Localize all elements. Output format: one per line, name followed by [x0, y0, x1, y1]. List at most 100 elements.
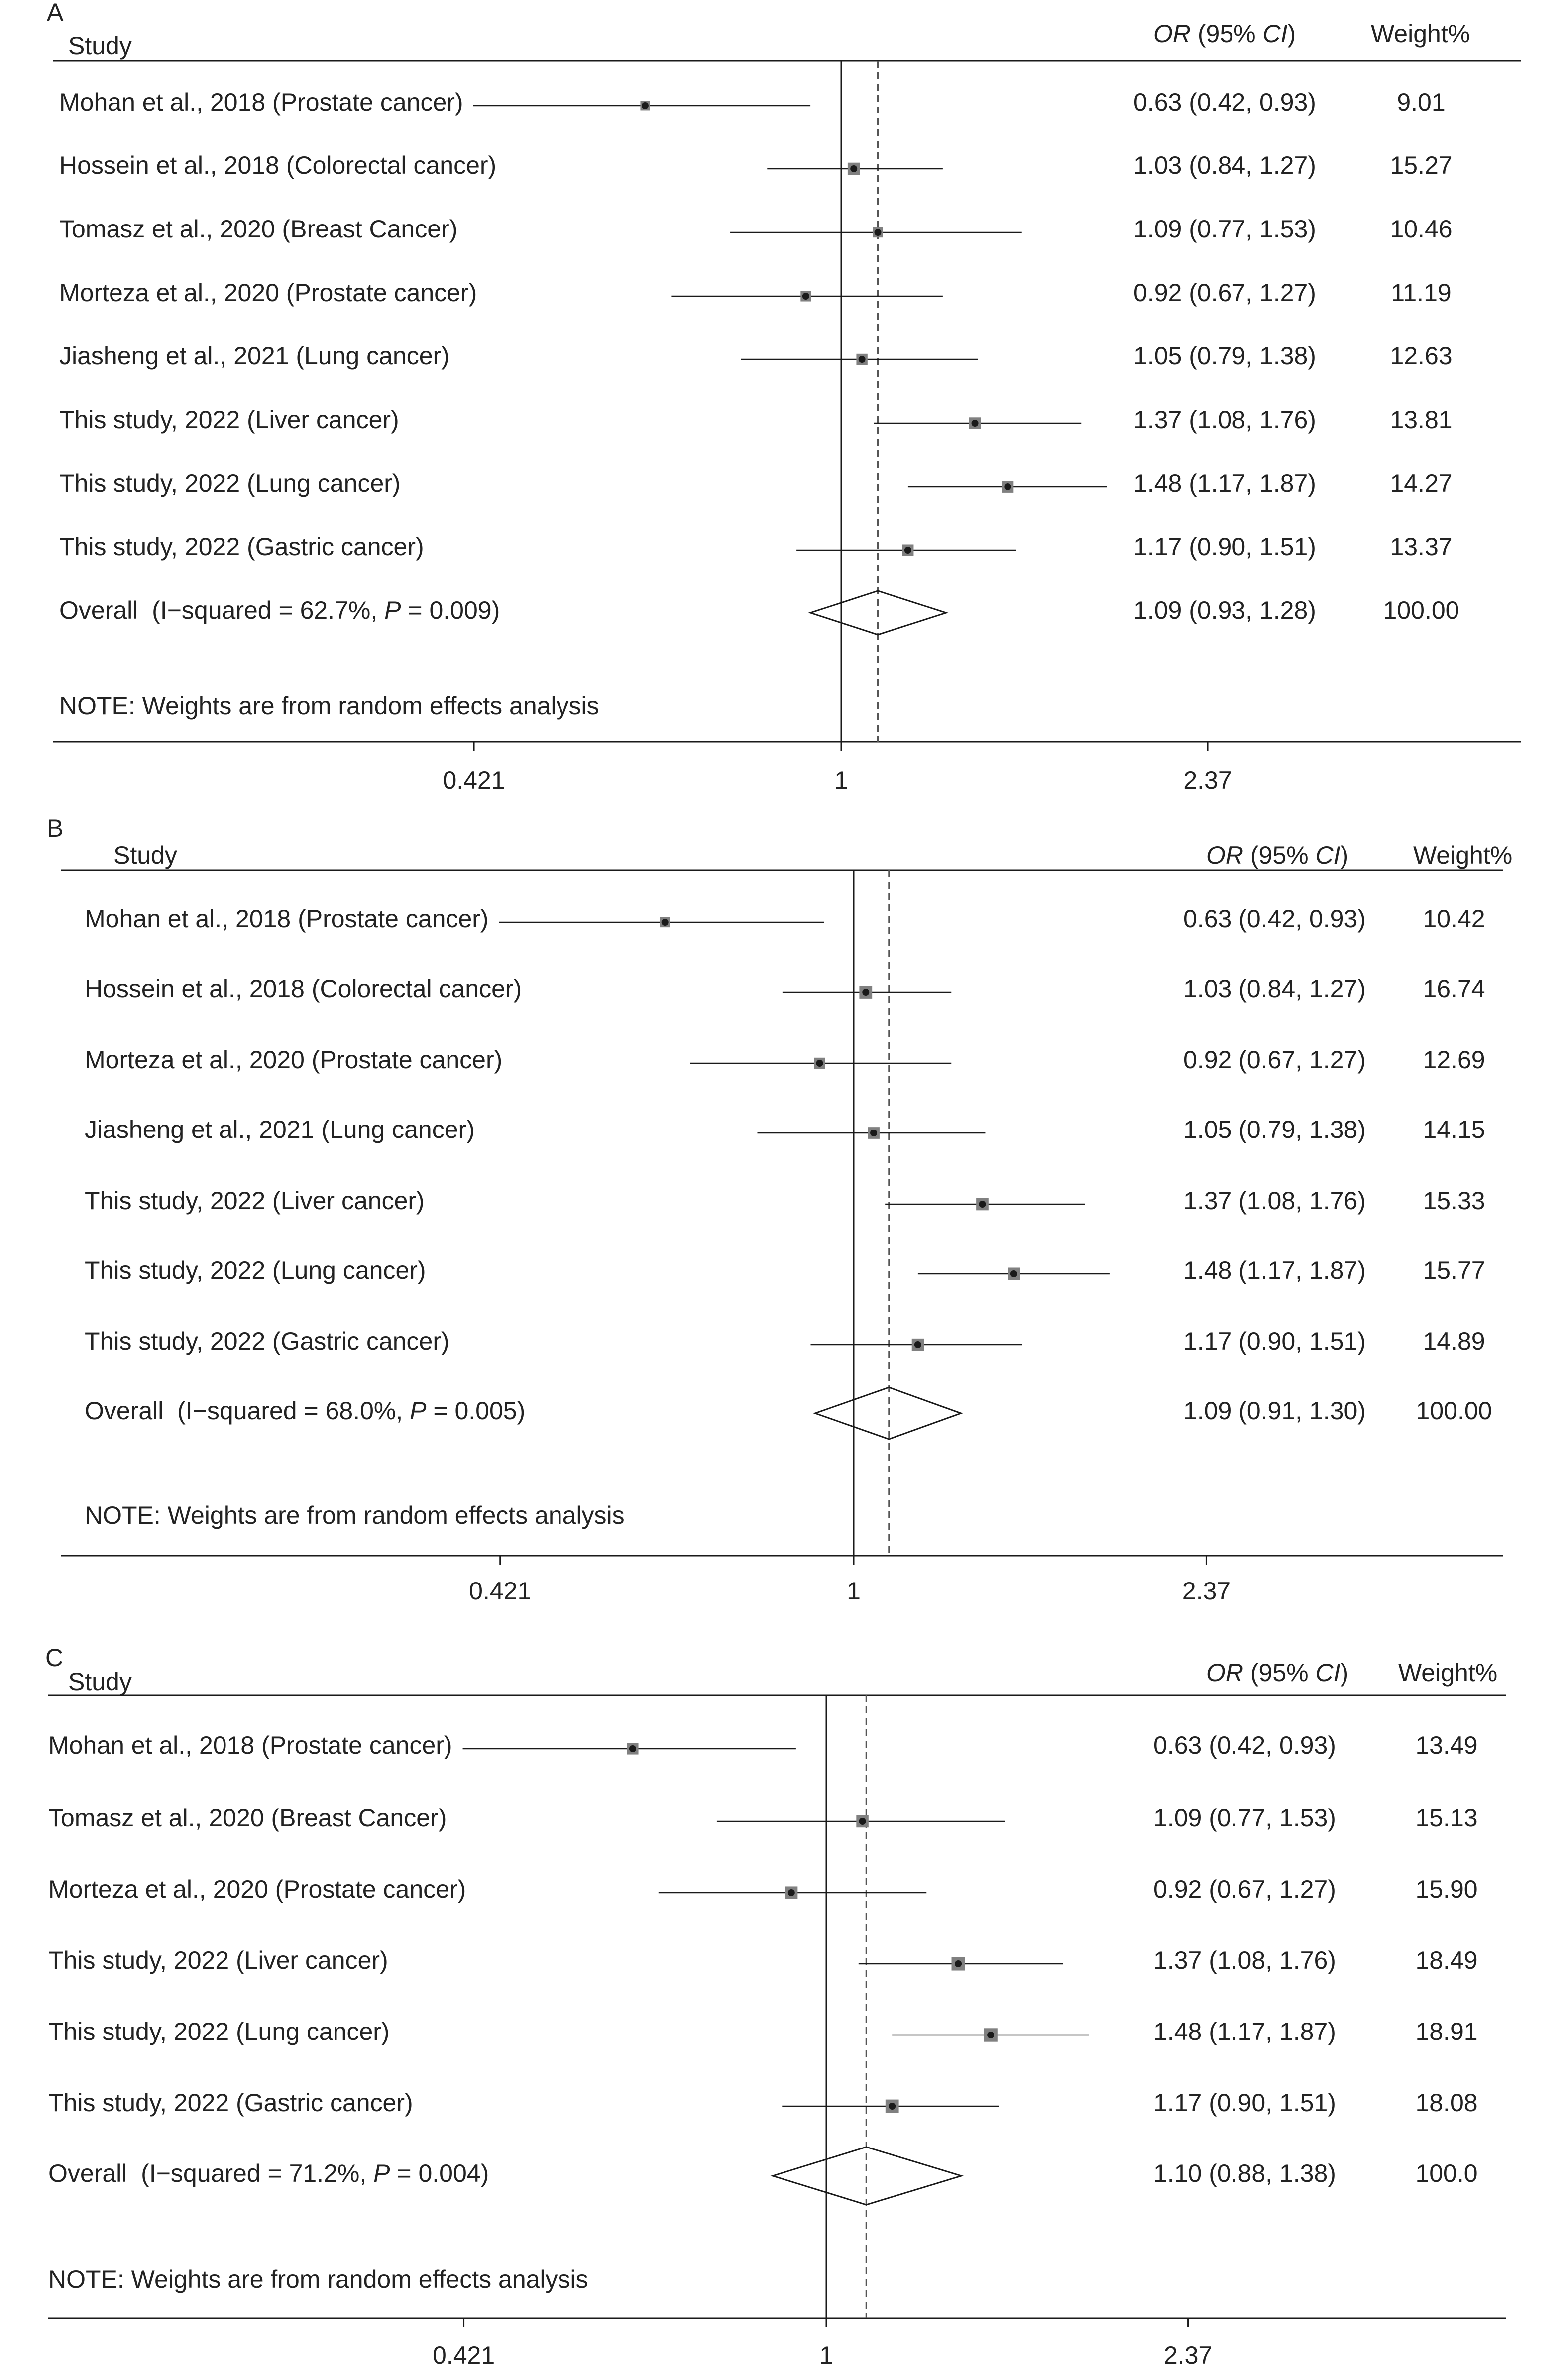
study-weight: 15.27 — [1390, 151, 1452, 179]
study-effect-estimate: 1.48 (1.17, 1.87) — [1133, 469, 1316, 497]
x-axis-tick-label: 2.37 — [1182, 1577, 1231, 1605]
study-weight: 14.89 — [1423, 1327, 1485, 1355]
overall-label: Overall (I−squared = 68.0%, P = 0.005) — [85, 1397, 525, 1425]
study-weight: 15.77 — [1423, 1256, 1485, 1284]
overall-effect-estimate: 1.09 (0.93, 1.28) — [1133, 596, 1316, 624]
study-label: Tomasz et al., 2020 (Breast Cancer) — [59, 215, 457, 243]
study-label: Morteza et al., 2020 (Prostate cancer) — [59, 279, 477, 307]
text-span: (95% — [1243, 1659, 1316, 1687]
study-row: Morteza et al., 2020 (Prostate cancer) 0.… — [48, 1875, 1478, 1903]
point-estimate-marker — [979, 1201, 986, 1208]
study-effect-estimate: 1.09 (0.77, 1.53) — [1133, 215, 1316, 243]
study-weight: 18.08 — [1415, 2089, 1477, 2117]
study-column-header: Study — [68, 1668, 132, 1696]
overall-weight: 100.00 — [1383, 596, 1459, 624]
point-estimate-marker — [874, 229, 882, 236]
overall-weight: 100.0 — [1415, 2159, 1477, 2187]
study-weight: 18.49 — [1415, 1946, 1477, 1974]
study-effect-estimate: 1.37 (1.08, 1.76) — [1133, 406, 1316, 434]
study-column-header: Study — [68, 32, 132, 60]
study-row: Morteza et al., 2020 (Prostate cancer) 0.… — [59, 279, 1452, 307]
study-effect-estimate: 1.37 (1.08, 1.76) — [1153, 1946, 1336, 1974]
weights-footnote: NOTE: Weights are from random effects an… — [59, 692, 599, 720]
study-effect-estimate: 1.17 (0.90, 1.51) — [1153, 2089, 1336, 2117]
point-estimate-marker — [858, 356, 866, 363]
text-span: Overall (I−squared = 68.0%, — [85, 1397, 410, 1425]
italic-symbol: CI — [1263, 20, 1288, 48]
weights-footnote: NOTE: Weights are from random effects an… — [85, 1501, 625, 1529]
study-label: This study, 2022 (Gastric cancer) — [85, 1327, 449, 1355]
study-label: Hossein et al., 2018 (Colorectal cancer) — [85, 975, 522, 1003]
point-estimate-marker — [802, 293, 809, 300]
italic-symbol: P — [410, 1397, 427, 1425]
study-row: Tomasz et al., 2020 (Breast Cancer) 1.09 … — [48, 1804, 1478, 1832]
study-row: This study, 2022 (Liver cancer) 1.37 (1.0… — [48, 1946, 1478, 1974]
study-row: Morteza et al., 2020 (Prostate cancer) 0.… — [85, 1046, 1485, 1074]
overall-row: Overall (I−squared = 71.2%, P = 0.004) 1.… — [48, 2146, 1478, 2206]
x-axis-tick-label: 0.421 — [433, 2341, 495, 2369]
study-column-header: Study — [113, 841, 177, 869]
study-weight: 12.69 — [1423, 1046, 1485, 1074]
x-axis-tick-label: 2.37 — [1183, 766, 1232, 794]
point-estimate-marker — [862, 989, 870, 996]
point-estimate-marker — [914, 1341, 921, 1348]
study-label: Mohan et al., 2018 (Prostate cancer) — [48, 1731, 452, 1759]
study-weight: 10.46 — [1390, 215, 1452, 243]
study-label: This study, 2022 (Liver cancer) — [85, 1187, 425, 1215]
study-label: This study, 2022 (Gastric cancer) — [59, 533, 424, 561]
overall-label: Overall (I−squared = 71.2%, P = 0.004) — [48, 2159, 489, 2187]
study-row: Mohan et al., 2018 (Prostate cancer) 0.63… — [48, 1731, 1478, 1759]
overall-row: Overall (I−squared = 62.7%, P = 0.009) 1.… — [59, 590, 1459, 636]
text-span: ) — [1341, 841, 1349, 869]
point-estimate-marker — [987, 2032, 995, 2038]
study-effect-estimate: 1.37 (1.08, 1.76) — [1183, 1187, 1366, 1215]
point-estimate-marker — [1010, 1270, 1017, 1277]
study-row: This study, 2022 (Liver cancer) 1.37 (1.0… — [85, 1187, 1485, 1215]
weight-column-header: Weight% — [1371, 20, 1470, 48]
overall-label: Overall (I−squared = 62.7%, P = 0.009) — [59, 596, 500, 624]
point-estimate-marker — [889, 2103, 896, 2110]
point-estimate-marker — [787, 1889, 795, 1896]
study-effect-estimate: 1.03 (0.84, 1.27) — [1133, 151, 1316, 179]
overall-effect-estimate: 1.10 (0.88, 1.38) — [1153, 2159, 1336, 2187]
overall-diamond — [813, 1386, 963, 1440]
study-row: Mohan et al., 2018 (Prostate cancer) 0.63… — [59, 88, 1446, 116]
study-effect-estimate: 1.48 (1.17, 1.87) — [1183, 1256, 1366, 1284]
study-effect-estimate: 0.63 (0.42, 0.93) — [1183, 905, 1366, 933]
text-span: = 0.004) — [390, 2159, 489, 2187]
study-label: This study, 2022 (Liver cancer) — [59, 406, 399, 434]
study-effect-estimate: 1.09 (0.77, 1.53) — [1153, 1804, 1336, 1832]
study-row: Mohan et al., 2018 (Prostate cancer) 0.63… — [85, 905, 1485, 933]
x-axis-tick-label: 0.421 — [443, 766, 505, 794]
study-weight: 18.91 — [1415, 2018, 1477, 2045]
point-estimate-marker — [816, 1060, 823, 1067]
study-label: Hossein et al., 2018 (Colorectal cancer) — [59, 151, 496, 179]
text-span: (95% — [1191, 20, 1263, 48]
study-effect-estimate: 1.17 (0.90, 1.51) — [1133, 533, 1316, 561]
point-estimate-marker — [859, 1818, 866, 1825]
point-estimate-marker — [850, 165, 858, 172]
point-estimate-marker — [904, 547, 911, 554]
study-weight: 15.90 — [1415, 1875, 1477, 1903]
point-estimate-marker — [629, 1745, 636, 1752]
study-label: This study, 2022 (Lung cancer) — [48, 2018, 390, 2045]
x-axis-tick-label: 2.37 — [1164, 2341, 1212, 2369]
study-row: This study, 2022 (Gastric cancer) 1.17 (0… — [48, 2089, 1478, 2117]
study-label: Mohan et al., 2018 (Prostate cancer) — [59, 88, 463, 116]
overall-row: Overall (I−squared = 68.0%, P = 0.005) 1.… — [85, 1386, 1492, 1440]
study-effect-estimate: 0.92 (0.67, 1.27) — [1153, 1875, 1336, 1903]
study-weight: 11.19 — [1391, 279, 1451, 307]
point-estimate-marker — [1004, 483, 1011, 490]
study-weight: 15.13 — [1415, 1804, 1477, 1832]
study-weight: 15.33 — [1423, 1187, 1485, 1215]
overall-diamond — [770, 2146, 964, 2206]
text-span: = 0.009) — [401, 596, 500, 624]
study-row: Hossein et al., 2018 (Colorectal cancer)… — [85, 975, 1485, 1003]
study-effect-estimate: 0.63 (0.42, 0.93) — [1153, 1731, 1336, 1759]
overall-effect-estimate: 1.09 (0.91, 1.30) — [1183, 1397, 1366, 1425]
study-row: This study, 2022 (Lung cancer) 1.48 (1.17… — [59, 469, 1453, 497]
study-weight: 13.49 — [1415, 1731, 1477, 1759]
